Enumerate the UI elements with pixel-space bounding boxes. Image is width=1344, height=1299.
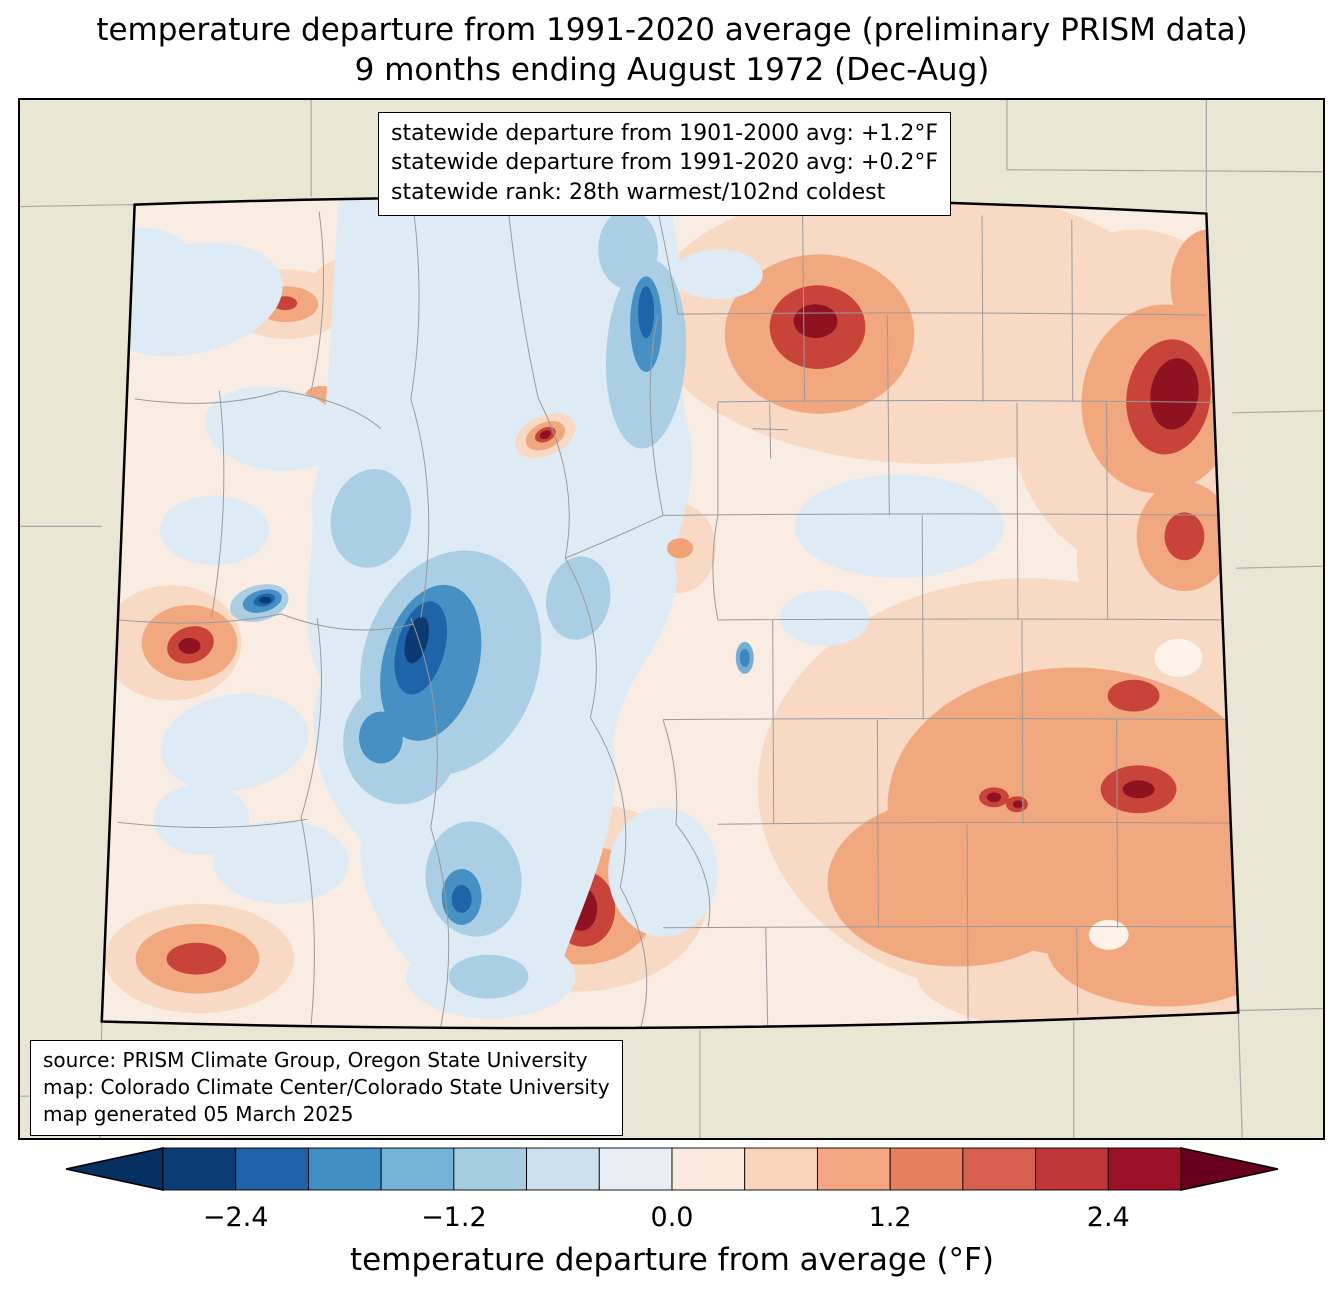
colorbar-tick-label: 2.4 [1087,1202,1130,1233]
colorbar-segment [380,1147,455,1191]
colorado-anomaly-map [20,100,1323,1138]
colorbar-segment [453,1147,528,1191]
colorbar-segment [962,1147,1037,1191]
colorbar-segment [307,1147,382,1191]
colorbar-segment [671,1147,746,1191]
colorbar-segment [526,1147,600,1191]
colorbar-segment [744,1147,818,1191]
isolated-anomaly-spots [515,413,754,674]
colorbar-over-arrow [1180,1147,1279,1191]
figure-title: temperature departure from 1991-2020 ave… [0,10,1344,91]
title-line2: 9 months ending August 1972 (Dec-Aug) [354,52,990,89]
colorbar-segment [162,1147,237,1191]
neighbor-state-boundaries [20,100,1323,1138]
stats-line-1991-2020: statewide departure from 1991-2020 avg: … [391,150,939,176]
colorbar-segment [816,1147,891,1191]
source-line: source: PRISM Climate Group, Oregon Stat… [43,1048,588,1072]
colorbar-tick-label: 0.0 [651,1202,694,1233]
colorbar: −2.4 −1.2 0.0 1.2 2.4 temperature departure … [65,1147,1279,1278]
map-credit-line: map: Colorado Climate Center/Colorado St… [43,1074,610,1099]
county-boundaries [101,211,1239,1029]
stats-line-1901-2000: statewide departure from 1901-2000 avg: … [391,121,939,146]
colorbar-tick-label: −2.4 [203,1202,269,1233]
colorbar-tick-label: 1.2 [869,1202,912,1233]
colorbar-segment [235,1147,309,1191]
stats-line-rank: statewide rank: 28th warmest/102nd colde… [391,179,886,205]
colorbar-segment [598,1147,673,1191]
state-interior [101,196,1239,1029]
stats-box: statewide departure from 1901-2000 avg: … [378,112,952,216]
colorbar-segment [889,1147,964,1191]
source-box: source: PRISM Climate Group, Oregon Stat… [30,1040,623,1137]
generated-date-line: map generated 05 March 2025 [43,1101,354,1126]
colorbar-tick-label: −1.2 [421,1202,487,1233]
colorbar-segment [1035,1147,1109,1191]
colorbar-segment [1107,1147,1182,1191]
map-panel: statewide departure from 1901-2000 avg: … [18,98,1325,1140]
colorbar-under-arrow [65,1147,164,1191]
colorbar-label: temperature departure from average (°F) [350,1242,994,1278]
colorbar-scale: −2.4 −1.2 0.0 1.2 2.4 [65,1147,1279,1233]
near-zero-spots [1088,638,1203,950]
title-line1: temperature departure from 1991-2020 ave… [96,12,1248,48]
